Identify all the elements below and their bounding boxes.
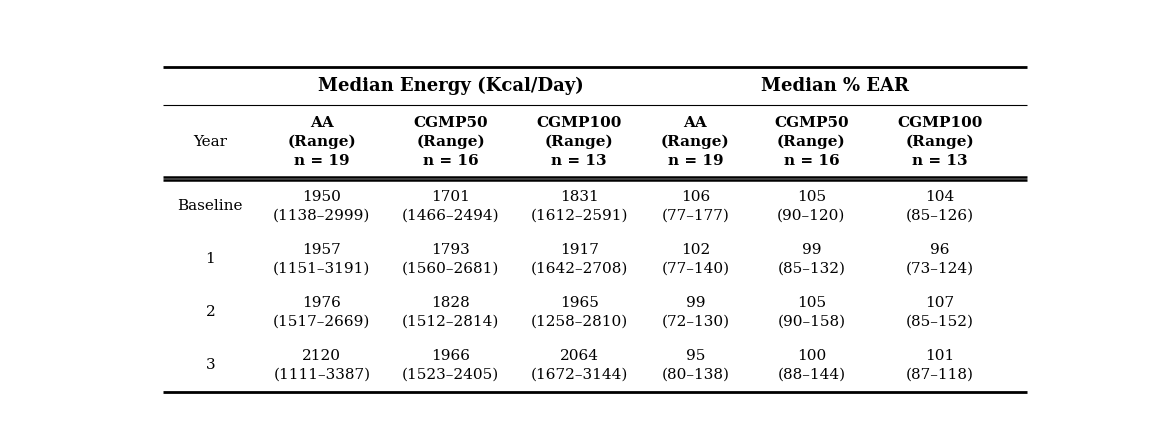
Text: Year: Year	[194, 135, 228, 149]
Text: 107
(85–152): 107 (85–152)	[906, 296, 974, 329]
Text: 1966
(1523–2405): 1966 (1523–2405)	[402, 349, 499, 381]
Text: 1831
(1612–2591): 1831 (1612–2591)	[531, 190, 628, 222]
Text: 95
(80–138): 95 (80–138)	[662, 349, 729, 381]
Text: AA
(Range)
n = 19: AA (Range) n = 19	[288, 116, 356, 168]
Text: 99
(85–132): 99 (85–132)	[778, 243, 845, 275]
Text: 105
(90–120): 105 (90–120)	[777, 190, 845, 222]
Text: 2120
(1111–3387): 2120 (1111–3387)	[273, 349, 370, 381]
Text: 99
(72–130): 99 (72–130)	[662, 296, 729, 329]
Text: Median % EAR: Median % EAR	[762, 77, 909, 95]
Text: 1950
(1138–2999): 1950 (1138–2999)	[273, 190, 370, 222]
Text: CGMP50
(Range)
n = 16: CGMP50 (Range) n = 16	[774, 116, 849, 168]
Text: CGMP100
(Range)
n = 13: CGMP100 (Range) n = 13	[536, 116, 622, 168]
Text: 102
(77–140): 102 (77–140)	[662, 243, 729, 275]
Text: 1701
(1466–2494): 1701 (1466–2494)	[402, 190, 499, 222]
Text: 1: 1	[205, 252, 215, 266]
Text: Median Energy (Kcal/Day): Median Energy (Kcal/Day)	[318, 77, 584, 95]
Text: 2: 2	[205, 305, 215, 319]
Text: 1828
(1512–2814): 1828 (1512–2814)	[402, 296, 499, 329]
Text: AA
(Range)
n = 19: AA (Range) n = 19	[661, 116, 730, 168]
Text: 96
(73–124): 96 (73–124)	[906, 243, 974, 275]
Text: 101
(87–118): 101 (87–118)	[906, 349, 974, 381]
Text: 1917
(1642–2708): 1917 (1642–2708)	[531, 243, 628, 275]
Text: 106
(77–177): 106 (77–177)	[662, 190, 729, 222]
Text: 1957
(1151–3191): 1957 (1151–3191)	[273, 243, 370, 275]
Text: 3: 3	[205, 358, 215, 372]
Text: 104
(85–126): 104 (85–126)	[906, 190, 974, 222]
Text: CGMP50
(Range)
n = 16: CGMP50 (Range) n = 16	[413, 116, 488, 168]
Text: 1965
(1258–2810): 1965 (1258–2810)	[531, 296, 628, 329]
Text: 1793
(1560–2681): 1793 (1560–2681)	[402, 243, 499, 275]
Text: 1976
(1517–2669): 1976 (1517–2669)	[273, 296, 370, 329]
Text: Baseline: Baseline	[178, 199, 243, 213]
Text: 100
(88–144): 100 (88–144)	[778, 349, 845, 381]
Text: CGMP100
(Range)
n = 13: CGMP100 (Range) n = 13	[897, 116, 982, 168]
Text: 105
(90–158): 105 (90–158)	[778, 296, 845, 329]
Text: 2064
(1672–3144): 2064 (1672–3144)	[531, 349, 628, 381]
